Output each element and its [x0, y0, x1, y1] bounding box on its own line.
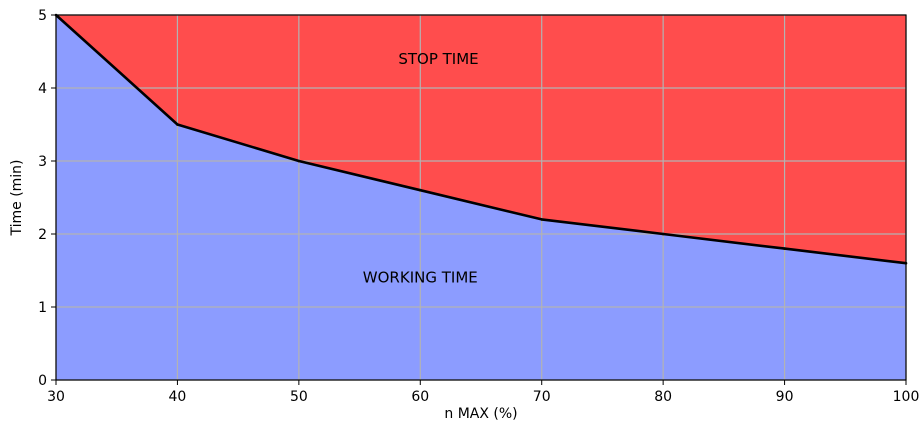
x-tick-label: 60 — [411, 389, 429, 405]
data-point — [176, 123, 179, 126]
y-tick-label: 0 — [38, 373, 47, 389]
data-point — [297, 159, 301, 163]
plot-area — [54, 13, 908, 381]
stop-time-label: STOP TIME — [398, 50, 478, 68]
working-time-region — [56, 15, 906, 380]
series-line — [55, 14, 907, 265]
x-axis-ticks: 30 40 50 60 70 80 90 100 — [47, 380, 919, 405]
data-point — [540, 218, 544, 221]
x-tick-label: 70 — [533, 389, 551, 405]
y-tick-label: 1 — [38, 300, 47, 316]
x-tick-label: 30 — [47, 389, 65, 405]
x-tick-label: 40 — [169, 389, 187, 405]
y-tick-label: 2 — [38, 227, 47, 243]
y-tick-label: 5 — [38, 8, 47, 24]
y-axis-label: Time (min) — [9, 159, 25, 236]
x-axis-label: n MAX (%) — [444, 406, 517, 422]
y-tick-label: 3 — [38, 154, 47, 170]
data-point — [418, 188, 422, 192]
y-tick-label: 4 — [38, 81, 47, 97]
data-point — [783, 247, 786, 250]
data-point — [904, 261, 908, 265]
x-tick-label: 80 — [654, 389, 672, 405]
x-tick-label: 100 — [893, 389, 920, 405]
working-time-label: WORKING TIME — [363, 268, 478, 286]
plot-frame — [55, 14, 907, 381]
x-tick-label: 90 — [776, 389, 794, 405]
data-point — [661, 232, 665, 236]
y-axis-ticks: 0 1 2 3 4 5 — [38, 8, 56, 389]
x-tick-label: 50 — [290, 389, 308, 405]
